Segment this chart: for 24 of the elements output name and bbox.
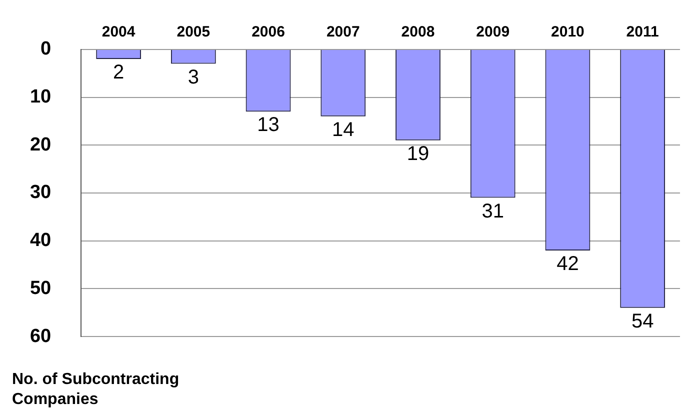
data-label: 54 — [631, 310, 654, 332]
x-tick-label: 2010 — [551, 24, 584, 41]
x-tick-label: 2004 — [102, 24, 136, 41]
data-label: 42 — [556, 252, 579, 275]
data-label: 19 — [406, 142, 430, 165]
data-label: 14 — [332, 118, 354, 141]
y-tick-label: 30 — [30, 182, 52, 204]
data-label: 13 — [257, 114, 280, 136]
data-label: 31 — [482, 200, 504, 222]
y-tick-label: 40 — [30, 230, 52, 252]
x-tick-label: 2005 — [176, 24, 210, 41]
y-tick-label: 10 — [30, 86, 52, 108]
y-tick-label: 60 — [30, 326, 52, 347]
y-tick-label: 0 — [40, 38, 52, 60]
data-label: 2 — [113, 61, 124, 84]
data-label: 3 — [188, 66, 199, 88]
x-tick-label: 2006 — [252, 24, 285, 41]
x-tick-label: 2009 — [476, 24, 510, 41]
y-axis-title: No. of Subcontracting Companies — [12, 370, 180, 410]
y-tick-label: 20 — [30, 134, 52, 156]
x-tick-label: 2011 — [626, 24, 659, 41]
y-tick-label: 50 — [30, 278, 52, 299]
x-tick-label: 2008 — [401, 24, 435, 41]
x-tick-label: 2007 — [326, 24, 360, 41]
